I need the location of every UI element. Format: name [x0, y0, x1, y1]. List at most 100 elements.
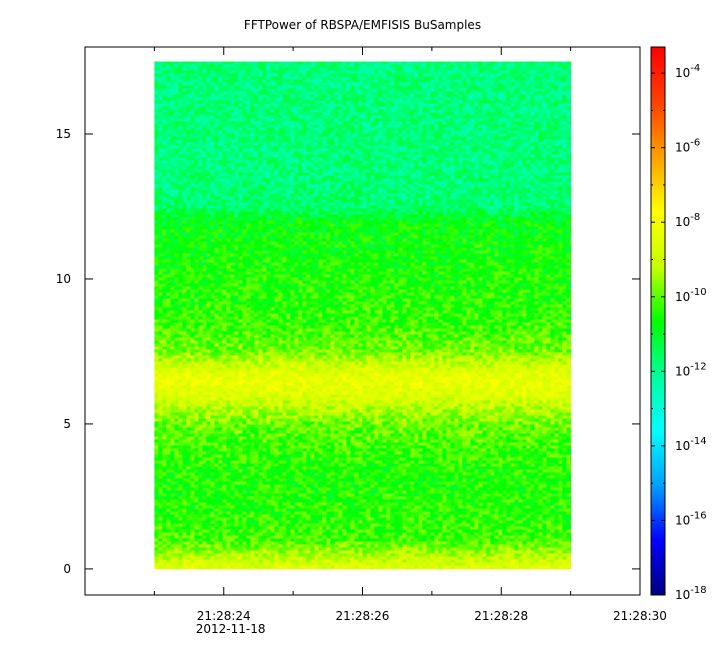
- heatmap-cell: [314, 95, 318, 98]
- heatmap-cell: [346, 119, 350, 122]
- heatmap-cell: [274, 146, 278, 149]
- heatmap-cell: [550, 167, 554, 170]
- heatmap-cell: [502, 182, 506, 185]
- heatmap-cell: [458, 122, 462, 125]
- heatmap-cell: [386, 80, 390, 83]
- heatmap-cell: [526, 89, 530, 92]
- heatmap-cell: [486, 98, 490, 101]
- heatmap-cell: [186, 200, 190, 203]
- heatmap-cell: [226, 98, 230, 101]
- heatmap-cell: [206, 131, 210, 134]
- heatmap-cell: [254, 65, 258, 68]
- heatmap-cell: [334, 200, 338, 203]
- heatmap-cell: [278, 74, 282, 77]
- heatmap-cell: [550, 77, 554, 80]
- heatmap-cell: [190, 164, 194, 167]
- heatmap-cell: [322, 119, 326, 122]
- heatmap-cell: [230, 164, 234, 167]
- heatmap-cell: [326, 191, 330, 194]
- heatmap-cell: [526, 122, 530, 125]
- heatmap-cell: [442, 104, 446, 107]
- heatmap-cell: [430, 113, 434, 116]
- heatmap-cell: [546, 191, 550, 194]
- heatmap-cell: [294, 74, 298, 77]
- heatmap-cell: [338, 185, 342, 188]
- heatmap-cell: [254, 194, 258, 197]
- heatmap-cell: [266, 173, 270, 176]
- heatmap-cell: [366, 83, 370, 86]
- heatmap-cell: [274, 83, 278, 86]
- heatmap-cell: [370, 182, 374, 185]
- heatmap-cell: [266, 80, 270, 83]
- heatmap-cell: [190, 104, 194, 107]
- heatmap-cell: [278, 185, 282, 188]
- heatmap-cell: [326, 155, 330, 158]
- heatmap-cell: [162, 113, 166, 116]
- heatmap-cell: [442, 131, 446, 134]
- heatmap-cell: [510, 170, 514, 173]
- heatmap-cell: [546, 86, 550, 89]
- heatmap-cell: [358, 176, 362, 179]
- heatmap-cell: [286, 182, 290, 185]
- heatmap-cell: [450, 86, 454, 89]
- heatmap-cell: [522, 161, 526, 164]
- heatmap-cell: [342, 80, 346, 83]
- heatmap-cell: [266, 122, 270, 125]
- heatmap-cell: [510, 158, 514, 161]
- heatmap-cell: [306, 179, 310, 182]
- heatmap-cell: [306, 131, 310, 134]
- heatmap-cell: [518, 125, 522, 128]
- heatmap-cell: [402, 200, 406, 203]
- heatmap-cell: [478, 89, 482, 92]
- heatmap-cell: [506, 128, 510, 131]
- heatmap-cell: [226, 95, 230, 98]
- heatmap-cell: [450, 80, 454, 83]
- heatmap-cell: [250, 92, 254, 95]
- heatmap-cell: [322, 83, 326, 86]
- heatmap-cell: [494, 119, 498, 122]
- heatmap-cell: [230, 128, 234, 131]
- heatmap-cell: [222, 194, 226, 197]
- heatmap-cell: [262, 131, 266, 134]
- heatmap-cell: [554, 173, 558, 176]
- heatmap-cell: [494, 182, 498, 185]
- heatmap-cell: [410, 92, 414, 95]
- heatmap-cell: [154, 119, 158, 122]
- heatmap-cell: [470, 188, 474, 191]
- heatmap-cell: [238, 143, 242, 146]
- heatmap-cell: [522, 131, 526, 134]
- heatmap-cell: [370, 173, 374, 176]
- heatmap-cell: [358, 203, 362, 206]
- heatmap-cell: [326, 74, 330, 77]
- heatmap-cell: [326, 68, 330, 71]
- heatmap-cell: [370, 110, 374, 113]
- heatmap-cell: [426, 107, 430, 110]
- heatmap-cell: [326, 167, 330, 170]
- heatmap-cell: [350, 191, 354, 194]
- heatmap-cell: [198, 65, 202, 68]
- heatmap-cell: [386, 185, 390, 188]
- heatmap-cell: [154, 122, 158, 125]
- heatmap-cell: [402, 110, 406, 113]
- heatmap-cell: [198, 161, 202, 164]
- heatmap-cell: [458, 158, 462, 161]
- heatmap-cell: [326, 65, 330, 68]
- heatmap-cell: [418, 65, 422, 68]
- heatmap-cell: [486, 158, 490, 161]
- heatmap-cell: [534, 200, 538, 203]
- heatmap-cell: [186, 158, 190, 161]
- heatmap-cell: [190, 194, 194, 197]
- heatmap-cell: [434, 65, 438, 68]
- heatmap-cell: [370, 137, 374, 140]
- heatmap-cell: [182, 119, 186, 122]
- heatmap-cell: [470, 176, 474, 179]
- heatmap-cell: [302, 146, 306, 149]
- heatmap-cell: [410, 194, 414, 197]
- heatmap-cell: [166, 95, 170, 98]
- heatmap-cell: [174, 176, 178, 179]
- heatmap-cell: [230, 143, 234, 146]
- heatmap-cell: [186, 203, 190, 206]
- heatmap-cell: [366, 134, 370, 137]
- heatmap-cell: [446, 164, 450, 167]
- heatmap-cell: [494, 140, 498, 143]
